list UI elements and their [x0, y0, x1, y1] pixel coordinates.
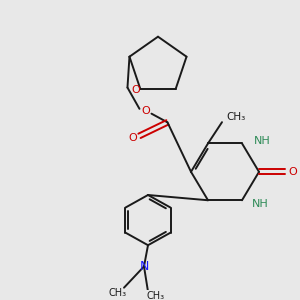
Text: CH₃: CH₃: [147, 291, 165, 300]
Text: N: N: [139, 260, 149, 273]
Text: NH: NH: [252, 199, 269, 209]
Text: CH₃: CH₃: [226, 112, 245, 122]
Text: NH: NH: [254, 136, 271, 146]
Text: O: O: [131, 85, 140, 95]
Text: O: O: [289, 167, 297, 177]
Text: CH₃: CH₃: [109, 287, 127, 298]
Text: O: O: [128, 133, 137, 143]
Text: O: O: [141, 106, 150, 116]
